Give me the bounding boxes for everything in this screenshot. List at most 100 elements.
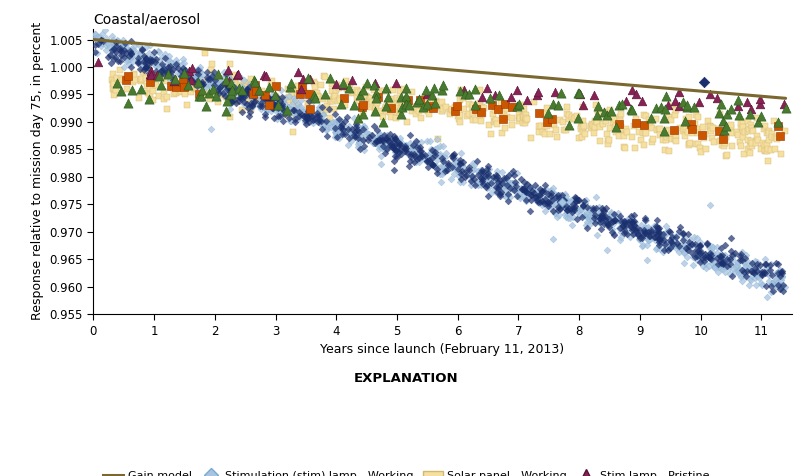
Point (553, 205, 566, 213)
Point (247, 93, 260, 101)
Point (334, 118, 347, 125)
Point (114, 42, 127, 50)
Point (740, 264, 753, 271)
Point (169, 83, 182, 90)
Point (362, 97, 375, 105)
Point (134, 65, 147, 73)
Point (290, 114, 303, 121)
Point (91, 49, 104, 57)
Point (246, 85, 259, 92)
Point (325, 80, 338, 88)
Point (203, 89, 216, 97)
Point (205, 72, 218, 79)
Point (548, 88, 561, 96)
Point (173, 86, 186, 94)
Point (637, 230, 650, 238)
Point (756, 139, 769, 147)
Point (659, 222, 672, 230)
Point (680, 103, 693, 110)
Point (695, 132, 708, 139)
Point (590, 231, 603, 238)
Point (506, 167, 519, 175)
Point (235, 107, 248, 114)
Point (295, 111, 308, 119)
Point (499, 178, 512, 186)
Point (624, 133, 637, 141)
Point (294, 85, 307, 93)
Point (702, 253, 714, 261)
Point (279, 101, 292, 109)
Point (144, 71, 157, 79)
Point (152, 60, 165, 68)
Point (587, 129, 600, 137)
Point (703, 123, 716, 131)
Point (263, 96, 276, 103)
Point (255, 97, 268, 104)
Point (504, 103, 517, 111)
Point (238, 93, 251, 100)
Point (762, 267, 775, 274)
Point (256, 93, 269, 101)
Point (260, 107, 273, 114)
Point (244, 106, 257, 113)
Point (757, 266, 770, 273)
Point (431, 135, 444, 143)
Point (690, 256, 703, 264)
Point (483, 94, 496, 102)
Point (498, 177, 511, 184)
Point (398, 146, 411, 153)
Point (230, 84, 242, 92)
Point (769, 282, 782, 290)
Point (656, 136, 669, 144)
Point (191, 71, 204, 79)
Point (155, 62, 168, 69)
Point (596, 207, 609, 214)
Point (627, 221, 640, 229)
Point (401, 96, 414, 104)
Point (757, 126, 770, 133)
Point (269, 98, 282, 105)
Point (181, 71, 194, 79)
Point (413, 152, 426, 159)
Point (539, 105, 552, 112)
Point (667, 111, 680, 119)
Point (259, 94, 272, 102)
Point (649, 104, 662, 112)
Point (553, 89, 566, 97)
Point (496, 191, 509, 198)
Point (669, 106, 682, 114)
Point (603, 107, 616, 115)
Point (222, 77, 235, 85)
Point (612, 132, 625, 139)
Point (538, 195, 551, 203)
Point (556, 119, 569, 126)
Point (666, 102, 679, 110)
Point (442, 164, 455, 172)
Point (643, 119, 656, 127)
Point (642, 121, 655, 129)
Point (546, 207, 559, 215)
Point (285, 86, 298, 94)
Point (264, 107, 277, 114)
Point (329, 86, 342, 94)
Point (637, 121, 650, 129)
Point (323, 119, 336, 126)
Point (200, 73, 213, 80)
Point (590, 108, 603, 115)
Point (222, 83, 235, 91)
Point (397, 142, 410, 150)
Point (650, 228, 663, 236)
Point (692, 253, 705, 261)
Point (698, 145, 711, 153)
Point (475, 110, 488, 118)
Point (252, 87, 265, 94)
Point (408, 103, 421, 111)
Point (638, 216, 651, 223)
Point (272, 112, 285, 119)
Point (683, 237, 696, 244)
Point (240, 86, 253, 94)
Point (572, 196, 585, 203)
Point (128, 76, 141, 84)
Point (262, 101, 275, 109)
Point (749, 268, 762, 275)
